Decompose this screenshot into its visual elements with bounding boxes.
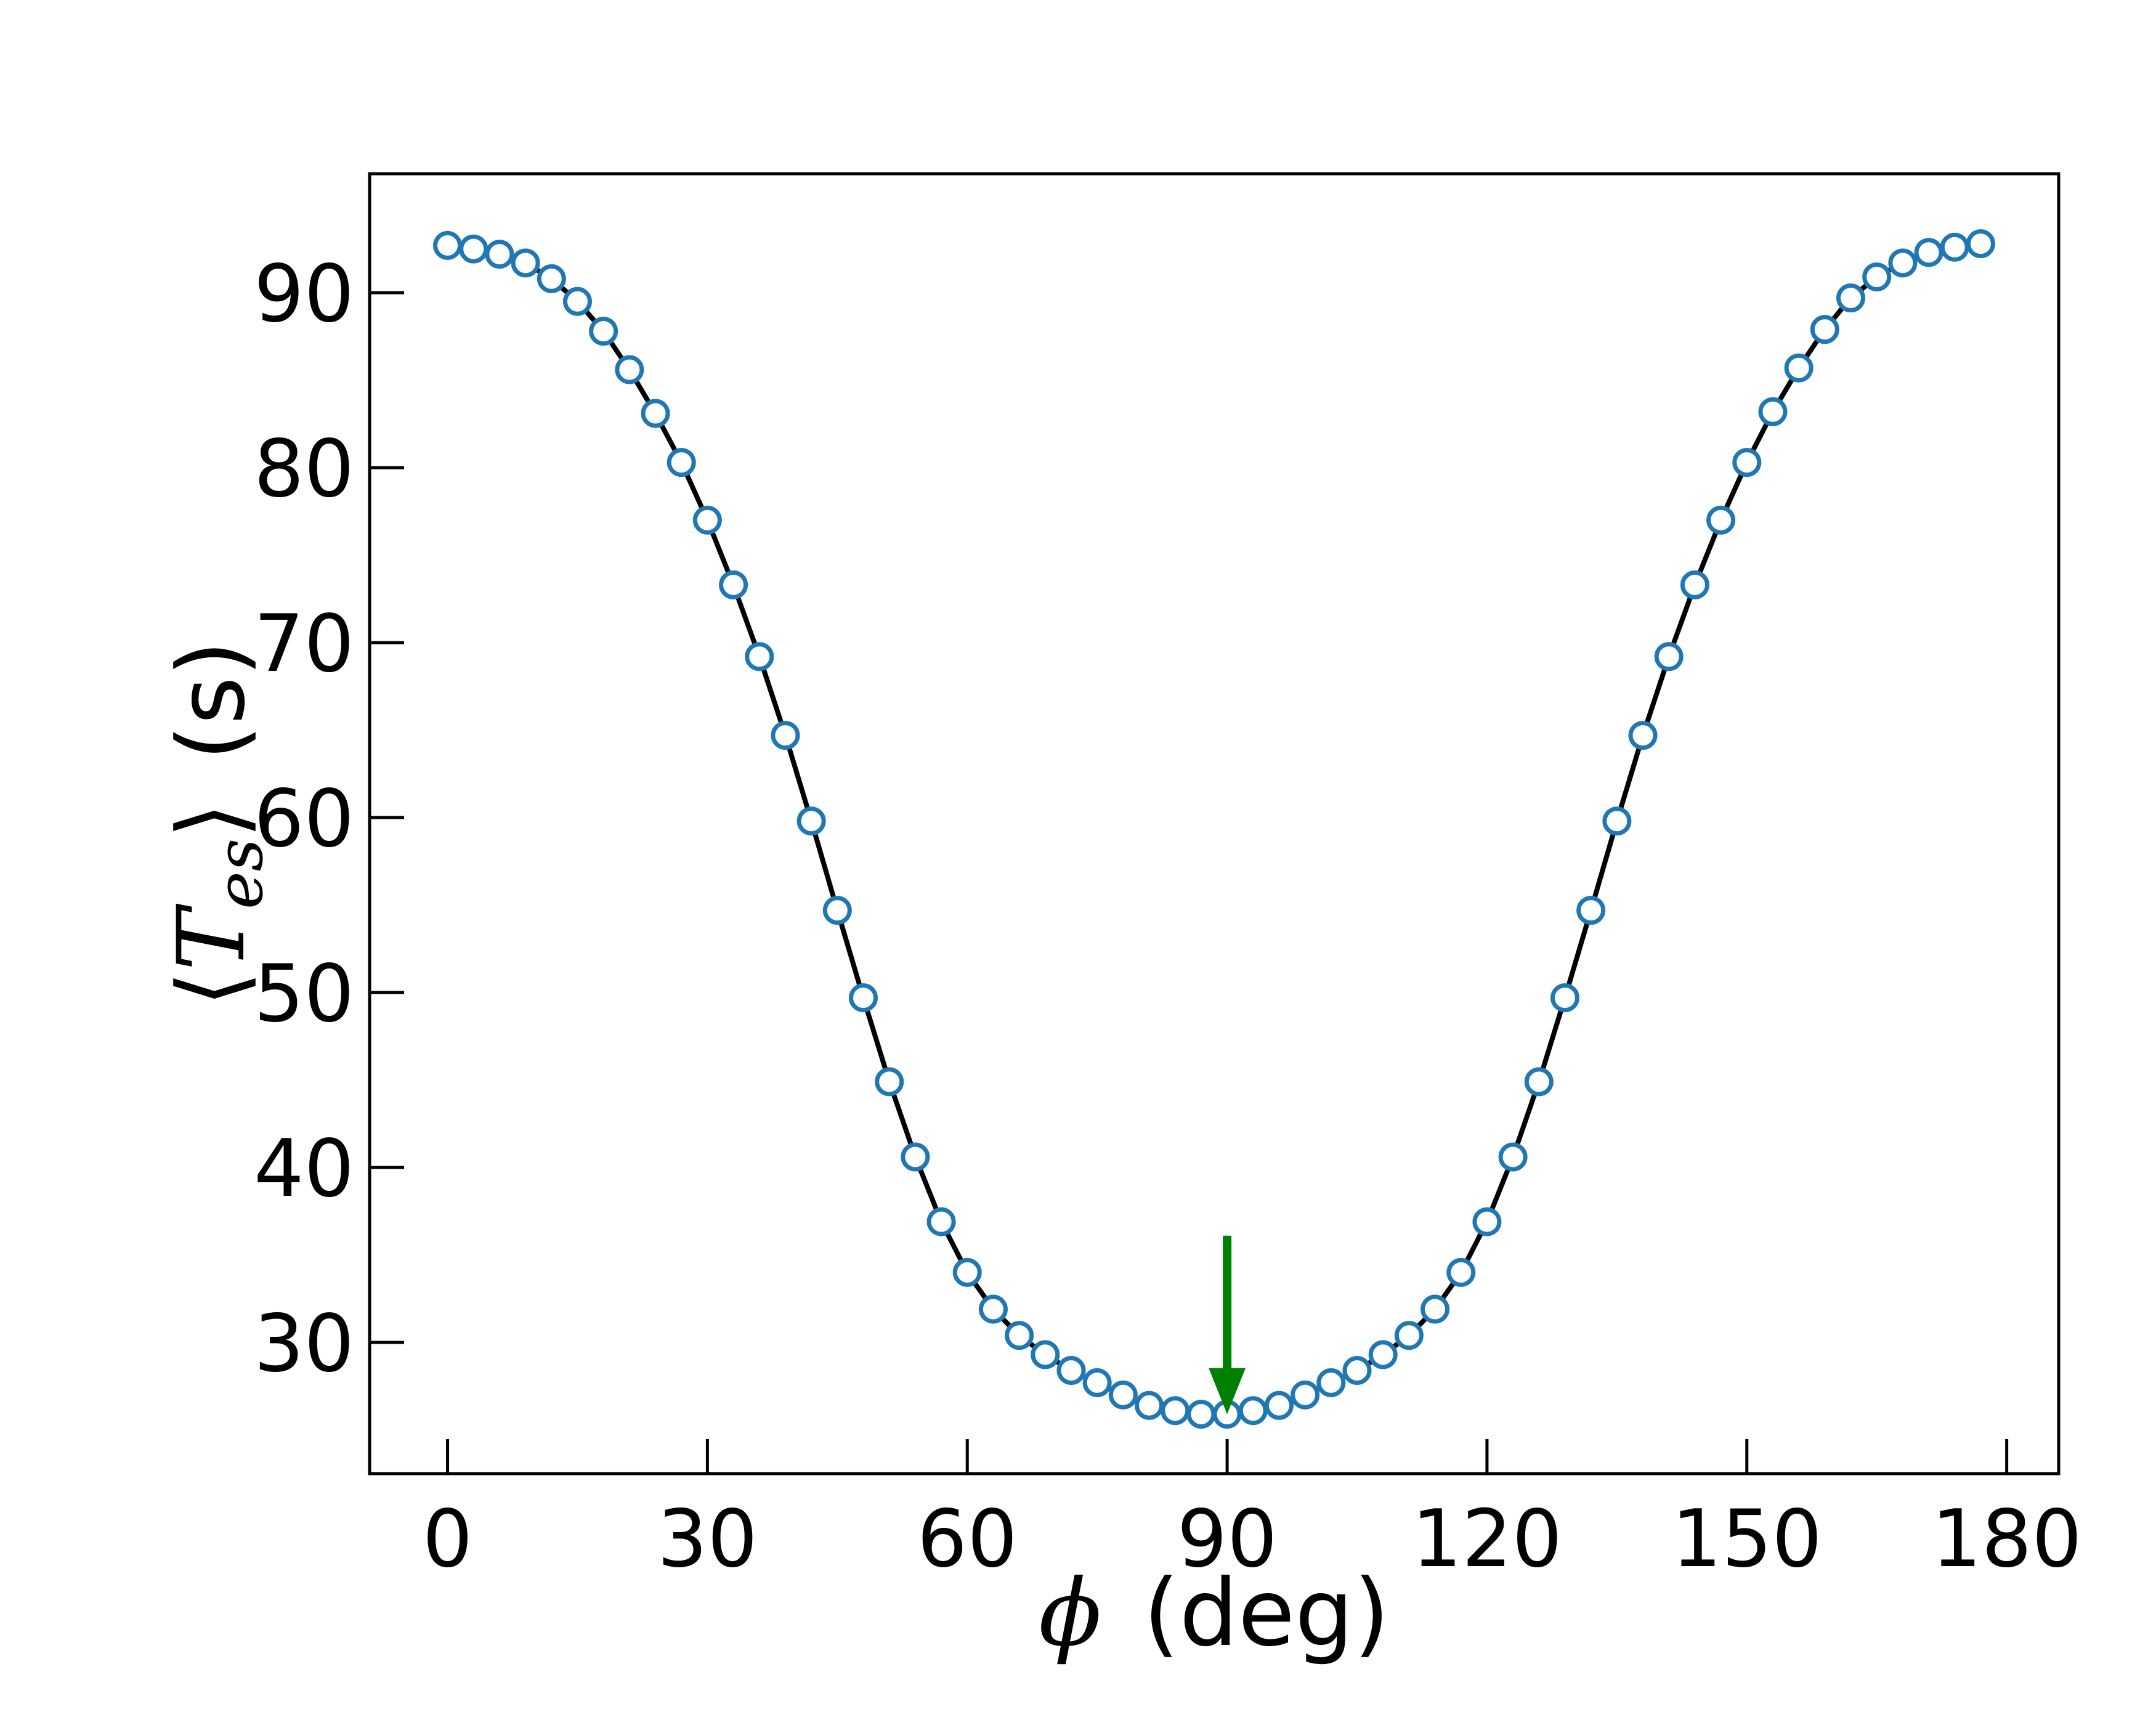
data-point <box>1135 1390 1164 1420</box>
y-axis-label: ⟨Tes⟩ (s) <box>158 641 277 1007</box>
data-point <box>875 1067 904 1097</box>
data-point <box>1316 1368 1346 1397</box>
data-point <box>796 806 826 836</box>
data-point <box>1966 229 1995 259</box>
x-tick-label: 30 <box>657 1493 758 1585</box>
y-tick-label: 40 <box>254 1123 354 1215</box>
arrow-head <box>1209 1368 1246 1414</box>
data-point <box>1368 1340 1398 1370</box>
data-point <box>1862 262 1892 292</box>
y-tick-label: 30 <box>254 1298 354 1390</box>
data-point <box>1031 1340 1060 1370</box>
data-point <box>537 264 566 293</box>
y-tick-label: 50 <box>254 948 354 1040</box>
x-tick-label: 120 <box>1412 1493 1562 1585</box>
data-point <box>1940 232 1969 262</box>
data-point <box>511 248 540 278</box>
data-point <box>1446 1257 1476 1287</box>
data-point <box>901 1142 930 1172</box>
data-point <box>952 1257 982 1287</box>
data-point <box>1238 1396 1268 1426</box>
y-axis-ticks: 30 40 50 60 70 80 90 <box>254 248 404 1390</box>
data-point <box>1394 1321 1424 1350</box>
data-point <box>1291 1380 1320 1410</box>
data-point <box>1082 1368 1112 1397</box>
y-tick-label: 80 <box>254 423 354 515</box>
y-tick-label: 70 <box>254 598 354 690</box>
data-point <box>1056 1355 1086 1385</box>
data-point <box>641 399 670 428</box>
data-point <box>1732 448 1762 477</box>
data-point <box>692 505 722 535</box>
y-tick-label: 90 <box>254 248 354 340</box>
plot-frame <box>368 172 2061 1475</box>
data-point <box>1576 896 1606 925</box>
data-point <box>926 1207 956 1236</box>
data-point <box>1186 1399 1216 1429</box>
x-axis-ticks: 0 30 60 90 120 150 180 <box>423 1439 2082 1585</box>
data-point <box>1472 1207 1502 1236</box>
data-point <box>1888 248 1918 278</box>
y-tick-label: 60 <box>254 773 354 865</box>
data-point <box>1914 238 1943 267</box>
data-point <box>745 642 774 672</box>
data-point <box>1342 1355 1372 1385</box>
data-point <box>1758 397 1788 426</box>
x-axis-label-symbol: ϕ <box>1039 1560 1101 1667</box>
series-line <box>447 241 1981 1417</box>
y-axis-label-subscript: es <box>202 838 277 909</box>
data-point <box>1161 1396 1190 1426</box>
data-point <box>1524 1067 1554 1097</box>
data-point <box>1784 353 1814 383</box>
x-tick-label: 180 <box>1931 1493 2081 1585</box>
data-point <box>667 448 696 477</box>
data-point <box>1005 1321 1034 1350</box>
series-markers <box>433 229 1995 1429</box>
data-point <box>1498 1142 1528 1172</box>
x-tick-label: 60 <box>917 1493 1018 1585</box>
data-point <box>615 355 644 384</box>
data-point <box>719 570 748 599</box>
data-point <box>849 983 878 1013</box>
data-point <box>1420 1294 1450 1324</box>
data-point <box>771 721 800 750</box>
x-axis-label: ϕ (deg) <box>1039 1560 1390 1667</box>
y-axis-label-symbol: T <box>158 903 265 971</box>
y-axis-label-close-bracket: ⟩ <box>158 802 265 838</box>
data-point <box>1108 1380 1138 1410</box>
data-point <box>459 234 488 264</box>
data-point <box>485 240 514 269</box>
data-point <box>1836 283 1866 313</box>
x-tick-label: 150 <box>1672 1493 1822 1585</box>
y-axis-label-unit: (s) <box>158 641 265 761</box>
data-point <box>1680 570 1709 599</box>
data-point <box>978 1294 1008 1324</box>
data-point <box>562 286 592 316</box>
x-axis-label-unit: (deg) <box>1143 1560 1390 1667</box>
data-point <box>1602 806 1632 836</box>
data-point <box>1810 315 1839 344</box>
y-axis-label-open-bracket: ⟨ <box>158 971 265 1007</box>
data-point <box>1264 1390 1294 1420</box>
minimum-arrow <box>1209 1235 1246 1414</box>
data-point <box>1654 642 1684 672</box>
data-point <box>433 230 463 260</box>
x-tick-label: 90 <box>1177 1493 1278 1585</box>
data-point <box>1550 983 1579 1013</box>
data-point <box>1628 721 1658 750</box>
data-point <box>1706 505 1736 535</box>
data-point <box>822 896 852 925</box>
x-tick-label: 0 <box>423 1493 472 1585</box>
data-point <box>589 317 618 346</box>
